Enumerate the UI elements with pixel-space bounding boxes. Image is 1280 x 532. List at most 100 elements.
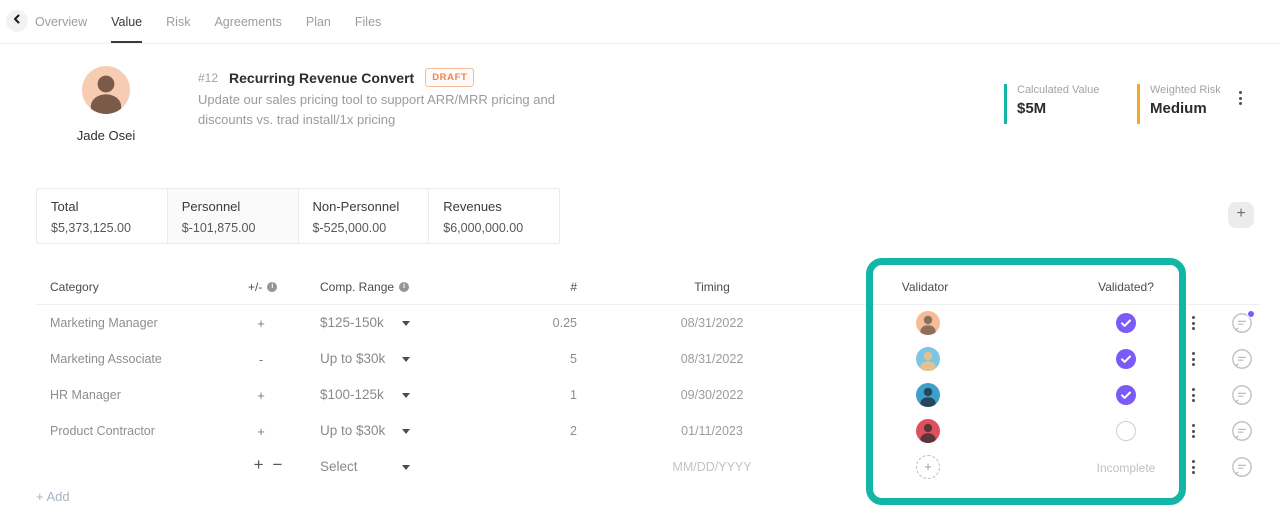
chevron-down-icon[interactable] (402, 321, 410, 326)
summary-cards: Total $5,373,125.00 Personnel $-101,875.… (36, 188, 560, 244)
comments-button[interactable] (1231, 384, 1253, 406)
comp-range-select[interactable]: Up to $30k (320, 351, 386, 366)
count-cell: 1 (570, 388, 577, 402)
count-cell: 5 (570, 352, 577, 366)
validator-avatar[interactable] (916, 383, 940, 407)
description-line: discounts vs. trad install/1x pricing (198, 112, 396, 127)
chevron-down-icon[interactable] (402, 429, 410, 434)
column-header-label: Comp. Range (320, 280, 395, 294)
row-menu-button[interactable] (1189, 349, 1198, 369)
tab-bar: Overview Value Risk Agreements Plan File… (35, 0, 381, 44)
delta-toggle-group: + − (236, 455, 300, 475)
column-header-validator: Validator (901, 280, 949, 294)
comments-button[interactable] (1231, 348, 1253, 370)
info-icon[interactable]: i (267, 282, 278, 292)
row-menu-button[interactable] (1189, 457, 1198, 477)
summary-card-personnel[interactable]: Personnel $-101,875.00 (166, 189, 298, 243)
status-badge: DRAFT (425, 68, 475, 87)
tab-agreements[interactable]: Agreements (214, 15, 282, 29)
table-row: Marketing Manager + $125-150k 0.25 08/31… (36, 305, 1260, 341)
title-row: #12 Recurring Revenue Convert DRAFT (198, 68, 475, 87)
summary-card-total[interactable]: Total $5,373,125.00 (37, 189, 167, 243)
summary-label: Total (51, 199, 79, 214)
metric-label: Calculated Value (1017, 84, 1100, 96)
delta-toggle[interactable]: + (257, 388, 265, 403)
validated-toggle-checked[interactable] (1116, 313, 1136, 333)
item-description: Update our sales pricing tool to support… (198, 90, 555, 130)
top-nav: Overview Value Risk Agreements Plan File… (0, 0, 1280, 44)
summary-value: $-101,875.00 (181, 221, 256, 235)
calculated-value-metric: Calculated Value $5M (1004, 84, 1099, 124)
owner-avatar (82, 66, 130, 114)
comments-button[interactable] (1231, 456, 1253, 478)
row-menu-button[interactable] (1189, 313, 1198, 333)
metric-value: Medium (1150, 100, 1207, 117)
count-cell: 0.25 (552, 316, 577, 330)
comments-button[interactable] (1231, 310, 1255, 334)
comp-range-select[interactable]: $100-125k (320, 387, 384, 402)
summary-card-revenues[interactable]: Revenues $6,000,000.00 (428, 189, 559, 243)
summary-label: Personnel (181, 199, 241, 214)
tab-value[interactable]: Value (111, 0, 143, 44)
tab-overview[interactable]: Overview (35, 15, 88, 29)
validated-toggle-unchecked[interactable] (1116, 421, 1136, 441)
chevron-down-icon[interactable] (402, 357, 410, 362)
page-title: Recurring Revenue Convert (229, 69, 415, 86)
comp-range-select[interactable]: $125-150k (320, 315, 384, 330)
column-header-validated: Validated? (1098, 280, 1154, 294)
column-header-count: # (570, 280, 577, 294)
item-number: #12 (198, 70, 219, 85)
plus-button[interactable]: + (253, 455, 264, 474)
chevron-down-icon[interactable] (402, 393, 410, 398)
table-row: HR Manager + $100-125k 1 09/30/2022 (36, 377, 1260, 413)
row-menu-button[interactable] (1189, 421, 1198, 441)
notification-dot (1247, 310, 1255, 318)
validator-avatar[interactable] (916, 419, 940, 443)
category-cell: Product Contractor (50, 424, 155, 438)
column-header-category: Category (50, 280, 99, 294)
table-header-row: Category +/- i Comp. Range i # Timing Va… (36, 270, 1260, 305)
description-line: Update our sales pricing tool to support… (198, 92, 555, 107)
category-cell: Marketing Associate (50, 352, 162, 366)
column-header-delta: +/- i (248, 280, 278, 294)
validated-toggle-checked[interactable] (1116, 385, 1136, 405)
summary-value: $5,373,125.00 (51, 221, 131, 235)
tab-files[interactable]: Files (354, 15, 382, 29)
column-header-label: +/- (248, 280, 263, 294)
validated-toggle-checked[interactable] (1116, 349, 1136, 369)
owner-name: Jade Osei (76, 128, 136, 143)
validator-avatar[interactable] (916, 347, 940, 371)
back-button[interactable] (6, 10, 28, 32)
row-menu-button[interactable] (1189, 385, 1198, 405)
table-row: Product Contractor + Up to $30k 2 01/11/… (36, 413, 1260, 449)
timing-date-field[interactable]: 08/31/2022 (680, 316, 744, 330)
count-cell: 2 (570, 424, 577, 438)
add-validator-button[interactable]: + (916, 455, 940, 479)
incomplete-status: Incomplete (1096, 461, 1156, 475)
tab-risk[interactable]: Risk (166, 15, 191, 29)
header-menu-button[interactable] (1236, 88, 1245, 108)
info-icon[interactable]: i (399, 282, 410, 292)
chevron-down-icon[interactable] (402, 465, 410, 470)
add-row-link[interactable]: + Add (36, 489, 70, 504)
tab-plan[interactable]: Plan (305, 15, 331, 29)
comp-range-select[interactable]: Up to $30k (320, 423, 386, 438)
timing-date-field[interactable]: 09/30/2022 (680, 388, 744, 402)
comp-range-select[interactable]: Select (320, 459, 358, 474)
delta-toggle[interactable]: + (257, 316, 265, 331)
line-items-table: Category +/- i Comp. Range i # Timing Va… (36, 270, 1260, 485)
summary-card-non-personnel[interactable]: Non-Personnel $-525,000.00 (297, 189, 429, 243)
delta-toggle[interactable]: - (258, 352, 264, 367)
minus-button[interactable]: − (272, 455, 283, 474)
timing-date-input[interactable]: MM/DD/YYYY (672, 460, 752, 474)
chevron-left-icon (11, 12, 23, 30)
comments-button[interactable] (1231, 420, 1253, 442)
add-section-button[interactable]: + (1228, 202, 1254, 228)
timing-date-field[interactable]: 01/11/2023 (681, 424, 743, 438)
timing-date-field[interactable]: 08/31/2022 (680, 352, 744, 366)
metric-value: $5M (1017, 100, 1047, 117)
delta-toggle[interactable]: + (257, 424, 265, 439)
column-header-comp-range: Comp. Range i (320, 280, 410, 294)
validator-avatar[interactable] (916, 311, 940, 335)
